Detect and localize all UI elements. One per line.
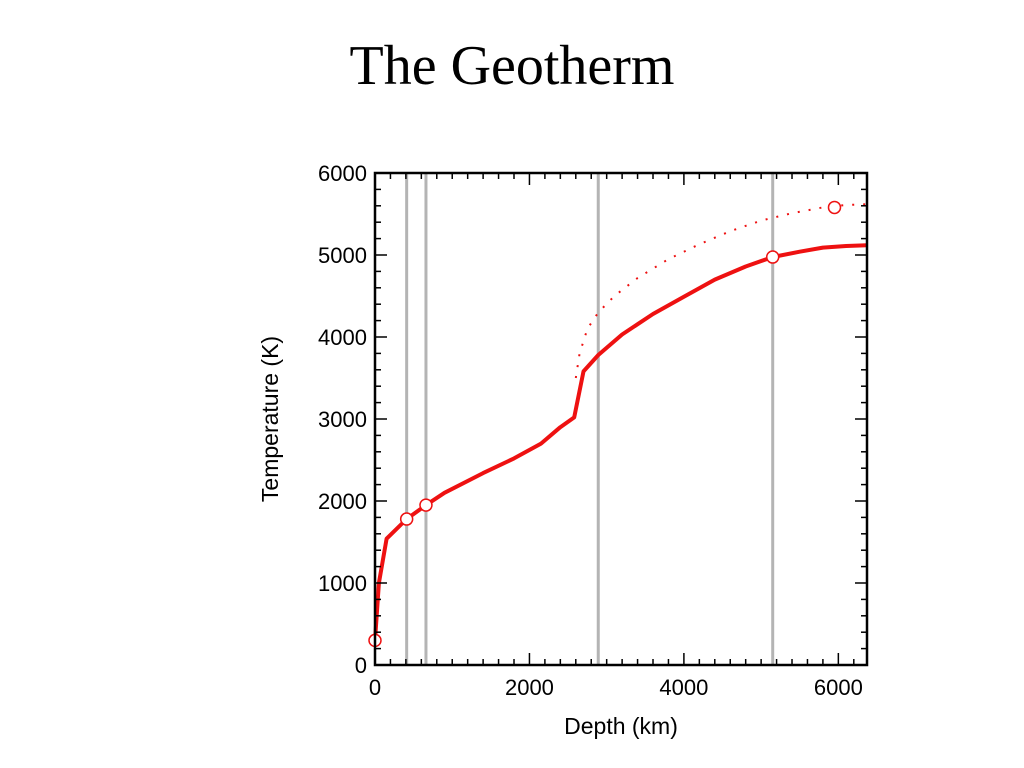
plot-border [373, 171, 869, 667]
tick-labels: 0 2000 4000 6000 0 1000 2000 3000 4000 5000 6000 [318, 161, 863, 700]
slide-title: The Geotherm [349, 35, 675, 97]
y-tick-label: 2000 [318, 489, 367, 514]
y-tick-label: 1000 [318, 571, 367, 596]
data-marker [765, 250, 780, 264]
boundary-lines [405, 173, 775, 665]
y-tick-label: 3000 [318, 407, 367, 432]
series-line-solid [373, 243, 868, 641]
series-lines [373, 203, 868, 641]
data-marker [419, 498, 433, 512]
x-axis-label: Depth (km) [564, 713, 678, 739]
y-tick-label: 6000 [318, 161, 367, 186]
x-tick-label: 4000 [659, 675, 708, 700]
data-markers [368, 200, 842, 648]
series-line-dotted [574, 203, 868, 379]
plot-frame [373, 171, 869, 667]
data-marker [827, 200, 842, 215]
y-axis-label: Temperature (K) [257, 336, 283, 502]
x-tick-label: 6000 [814, 675, 863, 700]
data-marker [399, 512, 414, 526]
x-tick-label: 2000 [505, 675, 554, 700]
x-tick-label: 0 [369, 675, 381, 700]
y-tick-label: 4000 [318, 325, 367, 350]
y-tick-label: 5000 [318, 243, 367, 268]
y-tick-label: 0 [355, 653, 367, 678]
